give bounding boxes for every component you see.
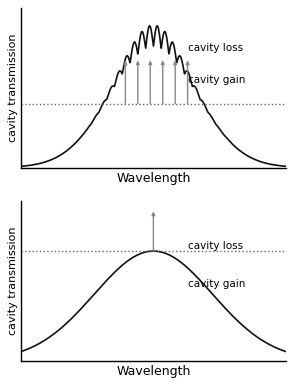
Text: cavity gain: cavity gain	[188, 75, 245, 85]
X-axis label: Wavelength: Wavelength	[116, 172, 191, 185]
Y-axis label: cavity transmission: cavity transmission	[8, 227, 18, 335]
Text: cavity loss: cavity loss	[188, 43, 243, 53]
X-axis label: Wavelength: Wavelength	[116, 365, 191, 378]
Text: cavity gain: cavity gain	[188, 279, 245, 289]
Y-axis label: cavity transmission: cavity transmission	[8, 34, 18, 142]
Text: cavity loss: cavity loss	[188, 241, 243, 251]
